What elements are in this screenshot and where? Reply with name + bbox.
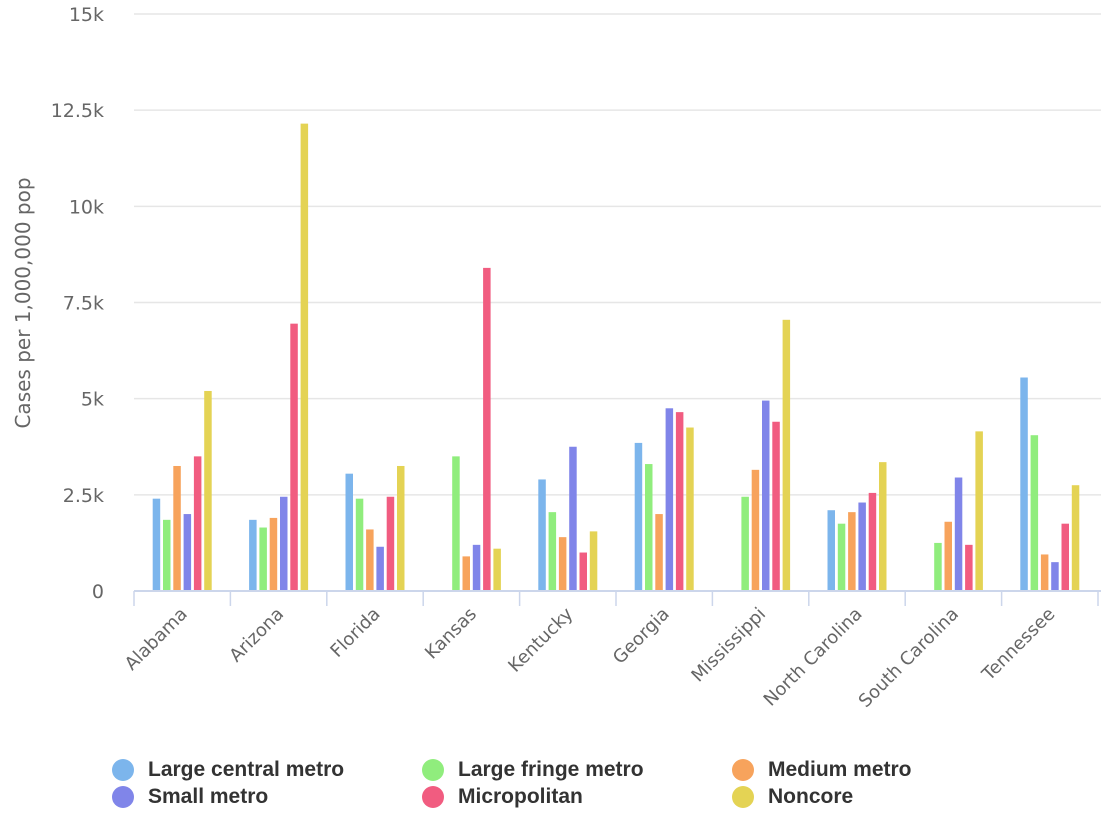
bar-large-central-metro[interactable] (634, 442, 643, 591)
y-tick-label: 10k (69, 196, 104, 218)
bar-medium-metro[interactable] (655, 514, 663, 591)
legend-swatch (112, 786, 134, 808)
bar-large-fringe-metro[interactable] (741, 496, 749, 591)
legend-swatch (732, 786, 754, 808)
bar-micropolitan[interactable] (772, 421, 780, 591)
bar-small-metro[interactable] (183, 514, 192, 591)
bar-large-fringe-metro[interactable] (163, 519, 171, 591)
bar-small-metro[interactable] (569, 446, 577, 591)
bar-noncore[interactable] (686, 427, 694, 591)
legend-label: Medium metro (768, 758, 912, 781)
bar-medium-metro[interactable] (269, 517, 278, 591)
bar-micropolitan[interactable] (579, 552, 588, 591)
bar-small-metro[interactable] (954, 477, 963, 591)
bar-small-metro[interactable] (858, 502, 866, 591)
bar-micropolitan[interactable] (1061, 523, 1070, 591)
bar-small-metro[interactable] (280, 496, 288, 591)
legend-label: Large fringe metro (458, 758, 644, 781)
y-tick-label: 15k (69, 4, 104, 26)
x-tick-label: Kansas (421, 604, 481, 664)
bar-medium-metro[interactable] (944, 521, 953, 591)
y-tick-label: 2.5k (63, 485, 104, 507)
gridlines (134, 13, 1101, 496)
legend-swatch (112, 759, 134, 781)
legend-item-large-central-metro[interactable]: Large central metro (112, 758, 344, 782)
x-tick-label: Alabama (121, 604, 192, 675)
bar-large-central-metro[interactable] (827, 510, 836, 591)
x-axis (133, 590, 1101, 606)
bar-micropolitan[interactable] (965, 544, 973, 591)
bar-large-fringe-metro[interactable] (1030, 435, 1039, 591)
bar-small-metro[interactable] (1051, 562, 1059, 591)
y-tick-label: 7.5k (63, 293, 104, 315)
bar-medium-metro[interactable] (558, 537, 567, 591)
bar-medium-metro[interactable] (462, 556, 471, 591)
bar-medium-metro[interactable] (1040, 554, 1049, 591)
bar-noncore[interactable] (975, 431, 983, 591)
bar-small-metro[interactable] (762, 400, 770, 591)
x-tick-label: Florida (326, 604, 384, 662)
bar-micropolitan[interactable] (290, 323, 298, 591)
bar-medium-metro[interactable] (366, 529, 374, 591)
legend-swatch (422, 786, 444, 808)
bar-large-central-metro[interactable] (345, 473, 354, 591)
legend-label: Micropolitan (458, 785, 583, 808)
y-tick-label: 5k (81, 389, 104, 411)
legend-swatch (732, 759, 754, 781)
bar-large-fringe-metro[interactable] (645, 464, 653, 591)
y-axis-ticks: 0 2.5k 5k 7.5k 10k 12.5k 15k (51, 4, 104, 603)
bar-noncore[interactable] (879, 462, 887, 591)
bar-noncore[interactable] (782, 319, 791, 591)
bar-large-fringe-metro[interactable] (548, 512, 557, 591)
legend-item-micropolitan[interactable]: Micropolitan (422, 785, 583, 809)
bar-micropolitan[interactable] (675, 412, 684, 591)
legend-label: Noncore (768, 785, 854, 808)
bar-small-metro[interactable] (665, 408, 674, 591)
legend-item-noncore[interactable]: Noncore (732, 785, 853, 809)
bar-noncore[interactable] (397, 465, 405, 591)
bar-noncore[interactable] (300, 123, 309, 591)
x-tick-label: South Carolina (855, 604, 963, 712)
bar-large-fringe-metro[interactable] (837, 523, 846, 591)
legend-label: Large central metro (148, 758, 345, 781)
bar-large-central-metro[interactable] (152, 498, 161, 591)
x-tick-label: Kentucky (504, 603, 577, 676)
legend-label: Small metro (148, 785, 269, 808)
bar-large-central-metro[interactable] (538, 479, 546, 591)
bar-micropolitan[interactable] (193, 456, 202, 591)
bar-medium-metro[interactable] (751, 469, 760, 591)
bar-large-fringe-metro[interactable] (934, 542, 942, 591)
legend-item-small-metro[interactable]: Small metro (112, 785, 268, 809)
bar-noncore[interactable] (1071, 485, 1080, 591)
legend-swatch (422, 759, 444, 781)
x-tick-label: Georgia (609, 604, 674, 669)
legend-item-medium-metro[interactable]: Medium metro (732, 758, 912, 782)
x-tick-label: Arizona (225, 604, 288, 667)
y-axis-label: Cases per 1,000,000 pop (11, 177, 35, 428)
x-tick-label: Tennessee (977, 604, 1059, 686)
x-tick-label: Mississippi (687, 604, 770, 687)
bar-large-fringe-metro[interactable] (452, 456, 460, 591)
bar-medium-metro[interactable] (173, 465, 181, 591)
x-tick-label: North Carolina (760, 604, 867, 711)
bars (152, 123, 1080, 591)
bar-small-metro[interactable] (472, 544, 481, 591)
legend-item-large-fringe-metro[interactable]: Large fringe metro (422, 758, 644, 782)
bar-micropolitan[interactable] (483, 267, 491, 591)
bar-large-fringe-metro[interactable] (259, 527, 267, 591)
bar-large-central-metro[interactable] (249, 519, 257, 591)
bar-medium-metro[interactable] (848, 512, 856, 591)
x-axis-ticks: Alabama Arizona Florida Kansas Kentucky Georg… (121, 603, 1060, 711)
bar-noncore[interactable] (589, 531, 598, 591)
bar-small-metro[interactable] (376, 546, 384, 591)
y-tick-label: 12.5k (51, 100, 104, 122)
bar-micropolitan[interactable] (386, 496, 395, 591)
bar-noncore[interactable] (493, 548, 501, 591)
bar-large-central-metro[interactable] (1020, 377, 1028, 591)
bar-large-fringe-metro[interactable] (355, 498, 364, 591)
bar-micropolitan[interactable] (868, 492, 877, 591)
bar-noncore[interactable] (204, 390, 212, 591)
y-tick-label: 0 (92, 581, 104, 603)
